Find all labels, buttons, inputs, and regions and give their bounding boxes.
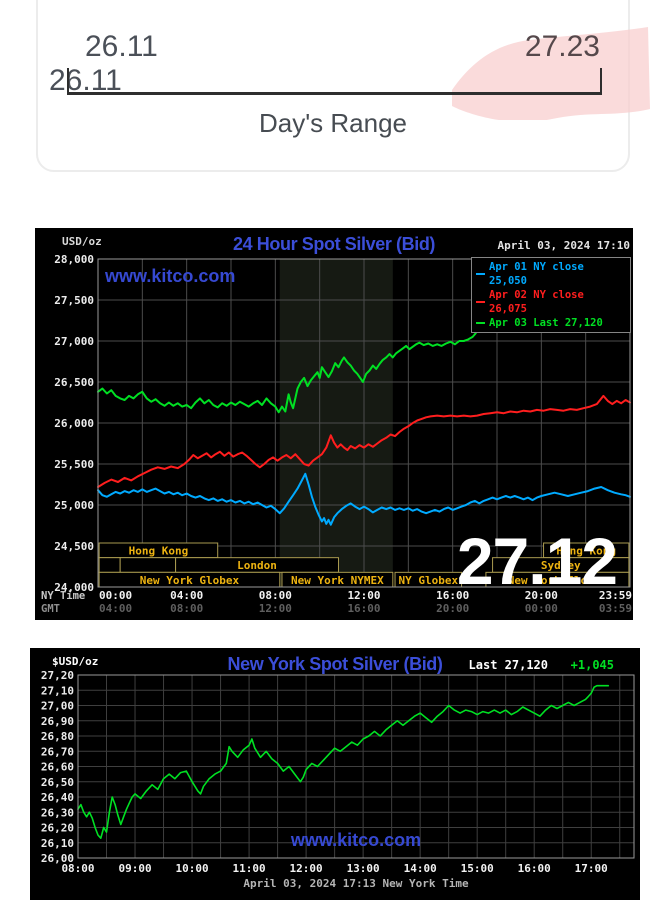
price-series: [97, 329, 631, 526]
x-tick-ny: 08:00: [259, 589, 292, 602]
x-tick-label: 09:00: [118, 862, 151, 875]
chart-title: New York Spot Silver (Bid): [227, 654, 443, 674]
legend-dash-icon: [476, 301, 485, 303]
plot-border: [97, 258, 631, 588]
session-bars: Hong Kong Hong Kong London Sydney New York G…: [98, 542, 630, 588]
y-tick-label: 26,80: [41, 730, 74, 743]
x-tick-label: 11:00: [233, 862, 266, 875]
chart-title: 24 Hour Spot Silver (Bid): [232, 234, 436, 254]
gmt-axis-label: GMT: [41, 603, 60, 615]
x-tick-ny: 20:00: [525, 589, 558, 602]
x-tick-label: 08:00: [61, 862, 94, 875]
x-tick-ny: 04:00: [170, 589, 203, 602]
chart-legend: Apr 01 NY close 25,050 Apr 02 NY close 2…: [471, 257, 631, 333]
chart-caption: April 03, 2024 17:13 New York Time: [243, 877, 469, 890]
current-price-overlay: 27.12: [456, 524, 618, 598]
legend-item-apr01: Apr 01 NY close 25,050: [476, 260, 626, 288]
range-low-value-pos: 26.11: [85, 30, 158, 63]
x-tick-ny: 23:59: [599, 589, 632, 602]
kitco-watermark-link[interactable]: www.kitco.com: [290, 830, 422, 850]
session-label: London: [237, 559, 277, 572]
legend-item-apr02: Apr 02 NY close 26,075: [476, 288, 626, 316]
x-tick-gmt: 04:00: [99, 602, 132, 615]
session-box: [119, 557, 177, 573]
session-label: Sydney: [541, 559, 581, 572]
range-label: Day's Range: [258, 108, 408, 138]
y-tick-label: 26,70: [41, 745, 74, 758]
x-tick-gmt: 12:00: [259, 602, 292, 615]
x-tick-gmt: 08:00: [170, 602, 203, 615]
plot-border: [77, 674, 635, 859]
range-high-value: 27.23: [524, 30, 600, 63]
x-tick-label: 12:00: [290, 862, 323, 875]
y-tick-label: 26,50: [41, 776, 74, 789]
x-tick-gmt: 03:59: [599, 602, 632, 615]
x-tick-ny: 16:00: [436, 589, 469, 602]
y-tick-label: 26,60: [41, 761, 74, 774]
session-label: Hong Kong: [556, 545, 616, 558]
range-low-value: 26.11: [49, 64, 122, 97]
x-tick-label: 16:00: [518, 862, 551, 875]
x-tick-ny: 12:00: [347, 589, 380, 602]
y-tick-label: 24,500: [54, 540, 94, 553]
24h-chart-plot: Hong Kong Hong Kong London Sydney New York G…: [41, 253, 632, 615]
chart-timestamp: April 03, 2024 17:10: [497, 239, 630, 252]
series-apr01-line: [97, 472, 631, 526]
x-tick-gmt: 20:00: [436, 602, 469, 615]
axis-unit-label: USD/oz: [62, 235, 102, 248]
y-tick-label: 26,30: [41, 806, 74, 819]
x-tick-label: 13:00: [347, 862, 380, 875]
price-change-badge: +1,045: [570, 658, 614, 672]
price-series: [77, 684, 610, 839]
session-label: NY Globex: [398, 574, 458, 587]
legend-label: Apr 01 NY close 25,050: [489, 261, 584, 287]
series-apr02-line: [97, 394, 631, 488]
x-tick-ny: 00:00: [99, 589, 132, 602]
range-bracket: [67, 68, 602, 95]
y-tick-label: 26,00: [41, 852, 74, 865]
axis-ticks: 28,000 27,500 27,000 26,500 26,000 25,500 25,0…: [41, 253, 632, 615]
y-tick-label: 24,000: [54, 581, 94, 594]
y-tick-label: 27,10: [41, 684, 74, 697]
y-tick-label: 27,00: [41, 700, 74, 713]
legend-dash-icon: [476, 273, 485, 275]
series-silver-bid-line: [77, 684, 610, 839]
kitco-ny-silver-chart: 27,20 27,10 27,00 26,90 26,80 26,70 26,60 26,50…: [30, 648, 640, 900]
ny-time-axis-label: NY Time: [41, 590, 85, 602]
legend-item-apr03: Apr 03 Last 27,120: [476, 316, 626, 330]
kitco-24h-silver-chart: Hong Kong Hong Kong London Sydney New York G…: [35, 228, 633, 620]
y-tick-label: 26,20: [41, 822, 74, 835]
y-tick-label: 26,000: [54, 417, 94, 430]
x-tick-gmt: 00:00: [525, 602, 558, 615]
y-tick-label: 26,40: [41, 791, 74, 804]
legend-label: Apr 02 NY close 26,075: [489, 289, 584, 315]
y-tick-label: 27,20: [41, 669, 74, 682]
x-tick-label: 14:00: [404, 862, 437, 875]
y-tick-label: 25,000: [54, 499, 94, 512]
x-tick-label: 10:00: [175, 862, 208, 875]
session-label: New York Globex: [140, 574, 240, 587]
y-tick-label: 26,10: [41, 837, 74, 850]
session-label: New York Globex: [508, 574, 608, 587]
x-tick-gmt: 16:00: [347, 602, 380, 615]
y-tick-label: 27,500: [54, 294, 94, 307]
axis-unit-label: $USD/oz: [52, 655, 99, 668]
session-label: Hong Kong: [129, 545, 189, 558]
y-tick-label: 26,500: [54, 376, 94, 389]
x-tick-label: 17:00: [575, 862, 608, 875]
legend-dash-icon: [476, 322, 485, 324]
legend-label: Apr 03 Last 27,120: [489, 317, 603, 329]
series-apr03-line: [97, 329, 480, 414]
ny-chart-plot: 27,20 27,10 27,00 26,90 26,80 26,70 26,60 26,50…: [41, 669, 635, 875]
x-tick-label: 15:00: [461, 862, 494, 875]
y-tick-label: 27,000: [54, 335, 94, 348]
kitco-watermark-link[interactable]: www.kitco.com: [105, 266, 236, 286]
session-box: [98, 557, 121, 573]
last-price-label: Last 27,120: [468, 658, 548, 672]
y-tick-label: 28,000: [54, 253, 94, 266]
y-tick-label: 25,500: [54, 458, 94, 471]
axis-ticks: 27,20 27,10 27,00 26,90 26,80 26,70 26,60 26,50…: [41, 669, 608, 875]
session-label: New York NYMEX: [291, 574, 384, 587]
y-tick-label: 26,90: [41, 715, 74, 728]
